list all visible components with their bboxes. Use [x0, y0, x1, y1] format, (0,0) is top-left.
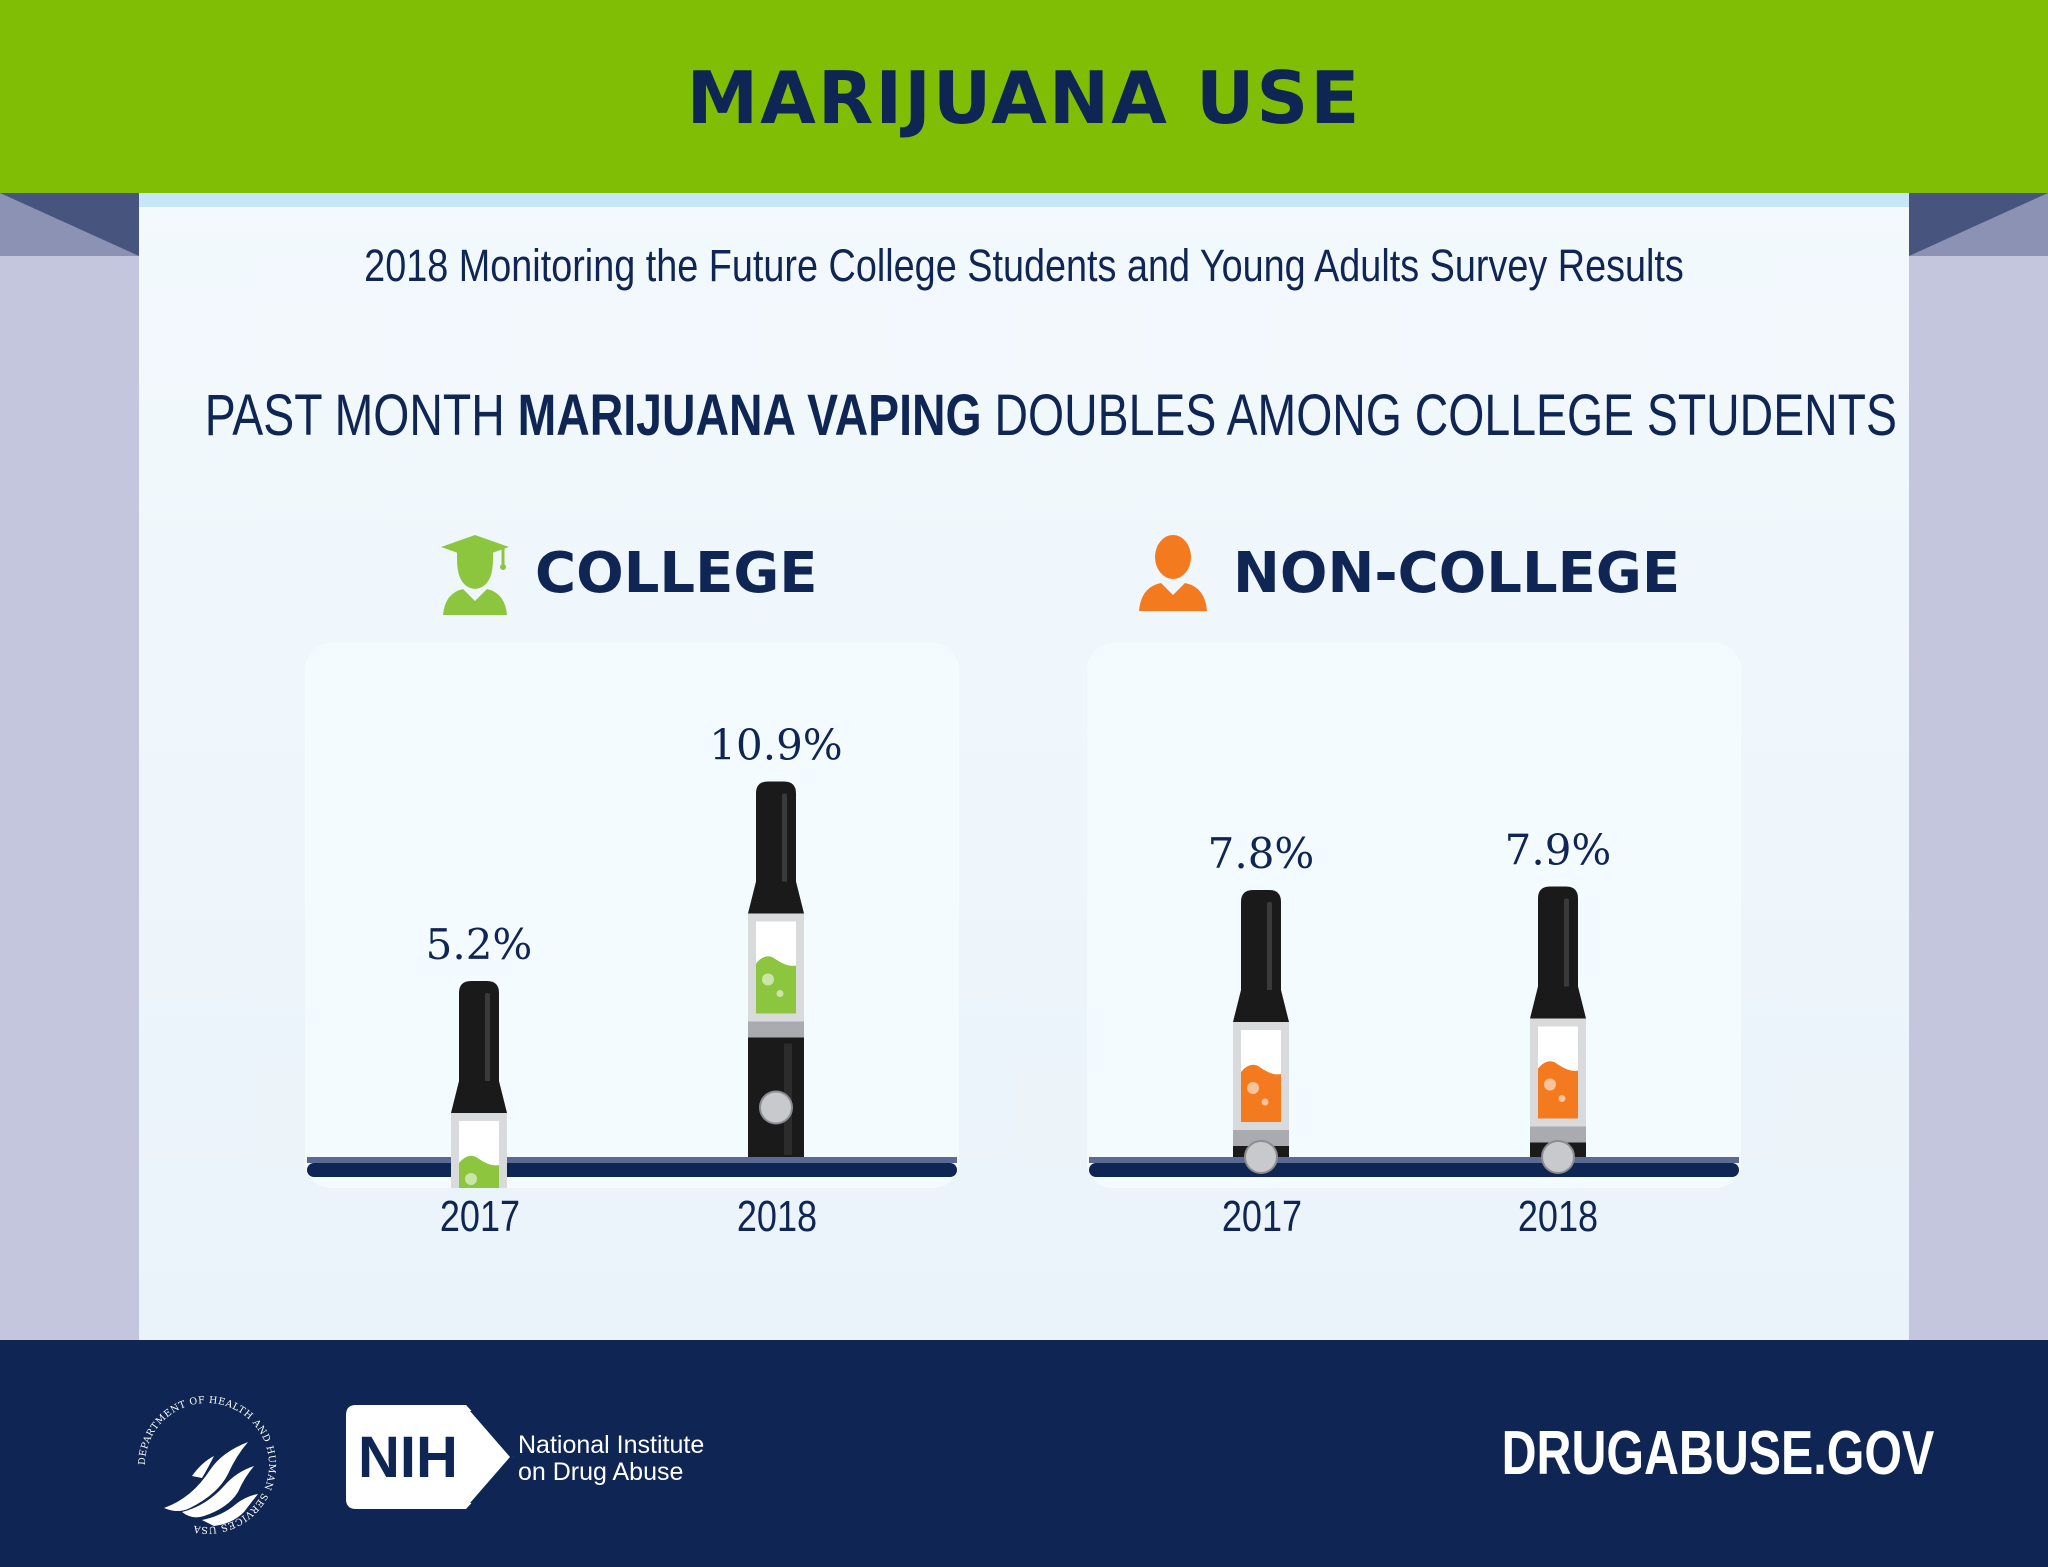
- pen-power-button: [1244, 1140, 1278, 1174]
- pen-power-button: [759, 1090, 793, 1125]
- x-tick-label: 2017: [1221, 1192, 1303, 1241]
- pen-bubble: [1261, 1098, 1269, 1106]
- title-banner: MARIJUANA USE: [0, 0, 2048, 193]
- non-college-heading: NON-COLLEGE: [1137, 528, 1680, 618]
- pen-bubble: [465, 1173, 477, 1185]
- non-college-title: NON-COLLEGE: [1233, 540, 1681, 606]
- pen-collar: [1530, 986, 1586, 1019]
- vape-pen-bar: [1233, 890, 1289, 1174]
- pen-liquid: [1241, 1064, 1281, 1122]
- x-tick-label: 2017: [439, 1192, 521, 1241]
- side-band-left: [0, 256, 139, 1340]
- college-title: COLLEGE: [535, 540, 818, 606]
- vape-pen-bar: [748, 781, 804, 1157]
- nih-logo: NIH: [346, 1405, 514, 1509]
- nih-name-line1: National Institute: [518, 1431, 705, 1459]
- non-college-chart: 7.8% 7.9%: [1089, 826, 1739, 1177]
- nih-abbr: NIH: [358, 1425, 458, 1490]
- data-label: 7.8%: [1208, 829, 1315, 878]
- pen-liquid: [1538, 1061, 1578, 1119]
- vape-pen-bar: [1530, 886, 1586, 1174]
- x-tick-label: 2018: [1517, 1192, 1599, 1241]
- headline: PAST MONTH MARIJUANA VAPING DOUBLES AMON…: [204, 382, 1897, 449]
- pen-highlight: [782, 793, 787, 884]
- vape-pen-bar: [451, 981, 507, 1188]
- pen-collar: [748, 881, 804, 914]
- ribbon-fold-left: [0, 193, 139, 256]
- non-college-chart-card: 7.8% 7.9%: [1087, 643, 1741, 1188]
- pen-highlight: [485, 993, 490, 1083]
- panel-top-stripe: [139, 193, 1909, 207]
- website-link[interactable]: DRUGABUSE.GOV: [1501, 1419, 1935, 1488]
- data-label: 5.2%: [426, 920, 533, 969]
- hhs-seal: DEPARTMENT OF HEALTH AND HUMAN SERVICES …: [137, 1395, 277, 1535]
- x-tick-label: 2018: [736, 1192, 818, 1241]
- pen-collar: [451, 1081, 507, 1113]
- baseline-shelf-top: [307, 1157, 957, 1163]
- side-band-right: [1909, 256, 2048, 1340]
- baseline-shelf: [307, 1163, 957, 1177]
- headline-part1: PAST MONTH: [204, 383, 518, 448]
- college-chart: 5.2% 10.9%: [307, 721, 957, 1188]
- page-title: MARIJUANA USE: [686, 55, 1362, 140]
- data-label: 7.9%: [1505, 826, 1612, 875]
- pen-bubble: [1558, 1095, 1566, 1102]
- pen-bubble: [776, 990, 784, 997]
- pen-bubble: [762, 973, 774, 986]
- college-chart-card: 5.2% 10.9%: [305, 643, 959, 1188]
- baseline-shelf-top: [1089, 1157, 1739, 1163]
- pen-power-button: [1541, 1140, 1575, 1174]
- baseline-shelf: [1089, 1163, 1739, 1177]
- headline-emphasis: MARIJUANA VAPING: [517, 383, 982, 448]
- pen-band: [748, 1021, 804, 1038]
- pen-band: [1233, 1130, 1289, 1146]
- pen-liquid: [756, 956, 796, 1014]
- headline-part2: DOUBLES AMONG COLLEGE STUDENTS: [981, 383, 1897, 448]
- college-heading: COLLEGE: [439, 528, 818, 618]
- pen-bubble: [1247, 1082, 1259, 1094]
- pen-highlight: [1267, 902, 1272, 992]
- survey-subtitle: 2018 Monitoring the Future College Stude…: [364, 240, 1684, 291]
- nih-name-line2: on Drug Abuse: [518, 1458, 684, 1486]
- pen-band: [1530, 1126, 1586, 1143]
- data-label: 10.9%: [709, 721, 842, 770]
- graduate-icon: [441, 535, 509, 615]
- pen-collar: [1233, 990, 1289, 1022]
- ribbon-fold-right: [1909, 193, 2048, 256]
- footer: [0, 1340, 2048, 1567]
- pen-highlight: [1564, 898, 1569, 989]
- pen-bubble: [1544, 1078, 1556, 1091]
- person-icon: [1139, 535, 1207, 611]
